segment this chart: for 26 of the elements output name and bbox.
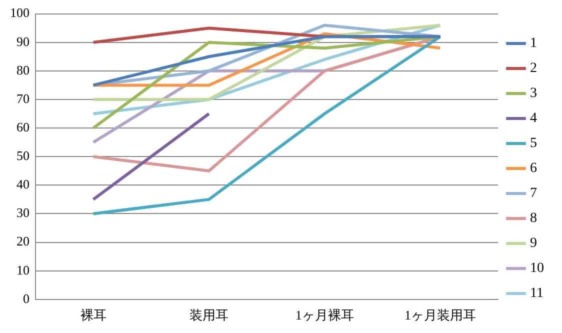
- x-tick-label: 1ヶ月裸耳: [295, 308, 354, 323]
- legend-label: 5: [530, 136, 537, 152]
- y-tick-label: 0: [23, 290, 30, 306]
- y-tick-label: 30: [16, 205, 30, 220]
- y-tick-label: 70: [16, 90, 30, 106]
- legend-label: 10: [530, 261, 544, 276]
- legend-label: 1: [530, 36, 537, 52]
- legend-label: 7: [530, 186, 537, 202]
- y-tick-label: 10: [16, 262, 30, 278]
- y-tick-label: 100: [10, 5, 30, 20]
- legend-label: 8: [530, 211, 537, 226]
- y-tick-label: 90: [16, 34, 30, 49]
- legend-label: 6: [530, 161, 537, 176]
- legend-label: 3: [530, 86, 537, 102]
- legend-label: 2: [530, 61, 537, 76]
- x-tick-label: 1ヶ月装用耳: [404, 308, 476, 323]
- legend-label: 9: [530, 236, 537, 252]
- y-tick-label: 40: [16, 176, 30, 192]
- legend-label: 4: [530, 111, 537, 126]
- legend-label: 11: [530, 286, 544, 302]
- x-tick-label: 装用耳: [189, 308, 228, 323]
- y-tick-label: 60: [16, 119, 30, 134]
- y-tick-label: 80: [16, 62, 30, 78]
- y-tick-label: 50: [16, 148, 30, 164]
- x-tick-label: 裸耳: [80, 308, 106, 323]
- y-tick-label: 20: [16, 234, 30, 249]
